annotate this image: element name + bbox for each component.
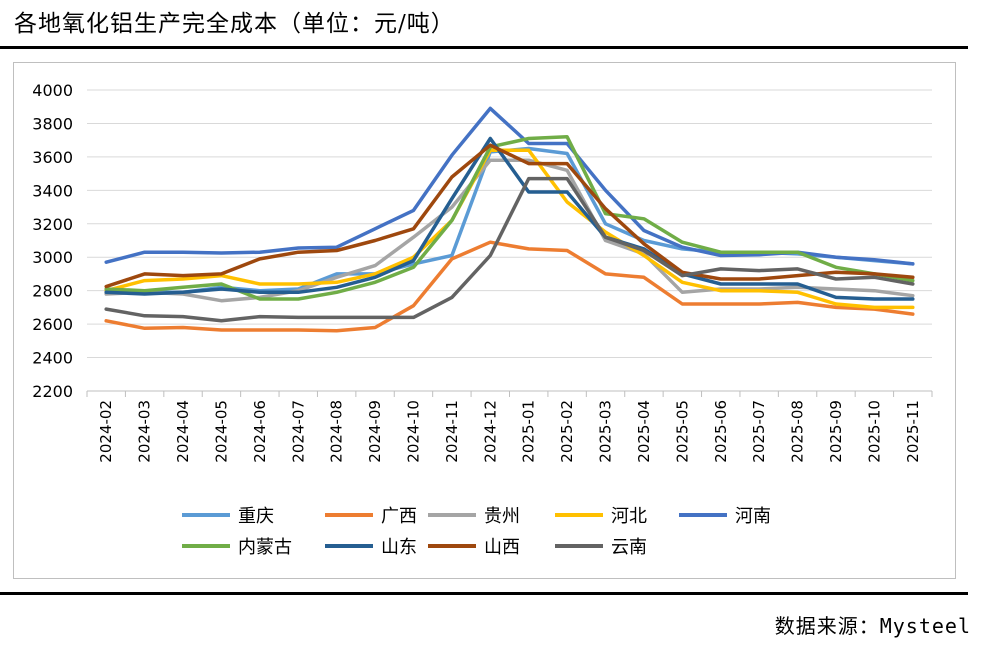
x-tick-label: 2024-05: [212, 400, 230, 463]
legend-label: 河北: [611, 506, 647, 527]
legend-label: 内蒙古: [238, 537, 292, 558]
series-line-3: [104, 148, 915, 310]
y-tick-label: 3800: [32, 114, 73, 133]
x-tick-label: 2025-03: [597, 400, 615, 463]
x-tick-label: 2024-02: [97, 400, 115, 463]
y-tick-label: 2400: [32, 349, 73, 368]
y-tick-label: 3600: [32, 148, 73, 167]
legend-item: 云南: [555, 537, 647, 558]
x-tick-label: 2024-09: [366, 400, 384, 463]
legend-item: 广西: [325, 506, 417, 527]
series-line-2: [104, 158, 915, 303]
x-tick-label: 2025-04: [635, 400, 653, 463]
series-line-1: [104, 240, 915, 333]
x-tick-label: 2024-03: [136, 400, 154, 463]
x-tick-label: 2024-12: [481, 400, 499, 463]
legend-label: 云南: [611, 537, 647, 558]
top-divider: [0, 46, 968, 49]
axes: 2200 2400 2600 2800 3000 3200 3400 3600 3800 4000…: [32, 81, 933, 463]
bottom-divider: [0, 592, 968, 595]
x-tick-label: 2024-10: [404, 400, 422, 463]
x-tick-label: 2025-06: [712, 400, 730, 463]
series-line-4: [104, 106, 915, 266]
x-tick-label: 2025-05: [673, 400, 691, 463]
y-tick-label: 2800: [32, 282, 73, 301]
legend-item: 内蒙古: [182, 537, 292, 558]
series-line-6: [104, 136, 915, 301]
legend-label: 河南: [735, 506, 771, 527]
y-tick-label: 2600: [32, 315, 73, 334]
legend-item: 河北: [555, 506, 647, 527]
gridlines: [87, 89, 932, 359]
legend-label: 广西: [381, 506, 417, 527]
x-tick-label: 2025-01: [520, 400, 538, 463]
legend-label: 山西: [484, 537, 520, 558]
chart-frame: [13, 62, 956, 579]
page-title: 各地氧化铝生产完全成本（单位：元/吨）: [14, 11, 455, 37]
legend-label: 重庆: [238, 506, 274, 527]
legend-label: 山东: [381, 537, 417, 558]
legend-label: 贵州: [484, 506, 520, 527]
source-note: 数据来源：Mysteel: [774, 614, 971, 638]
legend-item: 山东: [325, 537, 417, 558]
x-tick-label: 2024-11: [443, 400, 461, 463]
series-line-8: [104, 176, 915, 323]
x-tick-label: 2025-08: [789, 400, 807, 463]
y-tick-label: 2200: [32, 382, 73, 401]
x-tick-label: 2024-07: [289, 400, 307, 463]
x-tick-label: 2025-09: [827, 400, 845, 463]
legend-item: 河南: [679, 506, 771, 527]
legend-item: 重庆: [182, 506, 274, 527]
x-tick-label: 2024-06: [251, 400, 269, 463]
x-tick-label: 2024-08: [328, 400, 346, 463]
series-line-7: [104, 143, 915, 289]
y-tick-label: 3200: [32, 215, 73, 234]
series-lines: [104, 106, 915, 333]
x-tick-label: 2025-02: [558, 400, 576, 463]
x-tick-label: 2025-10: [865, 400, 883, 463]
legend-item: 山西: [428, 537, 520, 558]
y-tick-label: 3000: [32, 248, 73, 267]
x-tick-label: 2025-07: [750, 400, 768, 463]
x-tick-label: 2024-04: [174, 400, 192, 463]
legend-item: 贵州: [428, 506, 520, 527]
y-tick-label: 3400: [32, 181, 73, 200]
x-tick-label: 2025-11: [904, 400, 922, 463]
y-tick-label: 4000: [32, 81, 73, 100]
